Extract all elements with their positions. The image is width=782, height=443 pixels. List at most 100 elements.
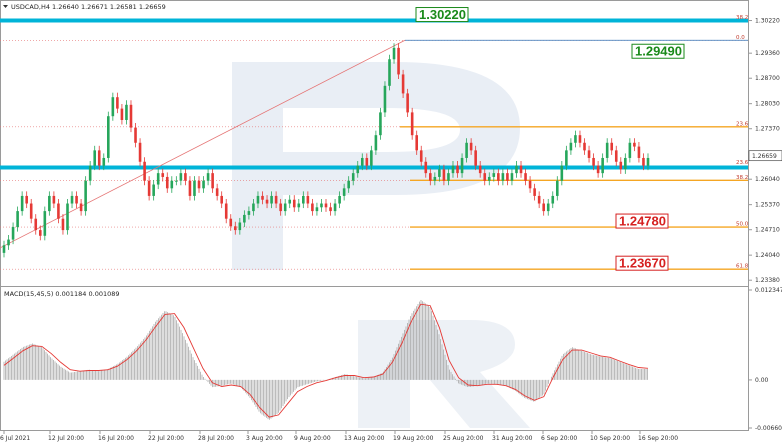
- candle-body: [256, 195, 260, 204]
- dropdown-triangle-icon[interactable]: [3, 5, 8, 8]
- candle-body: [93, 150, 97, 166]
- candle-body: [320, 203, 323, 208]
- price-tick-label: 1.27370: [755, 126, 780, 133]
- candle-body: [583, 142, 586, 151]
- time-tick-label: 16 Jul 20:00: [98, 435, 134, 442]
- candle-body: [315, 207, 319, 212]
- candle-body: [574, 135, 577, 143]
- candle-body: [528, 180, 532, 189]
- candle-body: [261, 195, 264, 200]
- candle-body: [52, 195, 56, 204]
- price-callout-label: 1.29490: [635, 44, 682, 59]
- candle-body: [48, 195, 51, 212]
- candle-body: [365, 157, 369, 166]
- candle-body: [601, 157, 604, 174]
- candle-body: [487, 176, 491, 181]
- candle-body: [370, 150, 373, 166]
- candle-body: [614, 150, 618, 162]
- candle-body: [379, 112, 382, 136]
- price-callout-label: 1.30220: [419, 7, 466, 22]
- candle-body: [197, 180, 201, 189]
- candle-body: [70, 195, 74, 204]
- candle-body: [243, 214, 246, 223]
- candle-body: [134, 127, 137, 143]
- candle-body: [283, 203, 287, 212]
- time-tick-label: 22 Jul 20:00: [148, 435, 184, 442]
- candle-body: [560, 165, 564, 181]
- candle-body: [206, 173, 210, 181]
- price-tick-label: 1.26040: [755, 176, 780, 183]
- candle-body: [347, 180, 350, 189]
- watermark-logo-lower: [358, 320, 530, 428]
- candle-body: [184, 173, 187, 181]
- candle-body: [406, 93, 409, 113]
- time-tick-label: 6 Jul 2021: [0, 435, 30, 442]
- candle-body: [596, 165, 600, 174]
- candle-body: [460, 157, 464, 174]
- candle-body: [565, 150, 568, 166]
- candle-body: [419, 150, 423, 162]
- candle-body: [152, 184, 155, 196]
- candle-body: [252, 203, 255, 212]
- candle-body: [156, 173, 160, 185]
- price-tick-label: 1.25370: [755, 202, 780, 209]
- candle-body: [388, 59, 391, 86]
- price-tick-label: 1.29360: [755, 50, 780, 57]
- price-callout-box: [631, 43, 685, 59]
- candle-body: [179, 173, 183, 181]
- price-tick-label: 1.30220: [755, 18, 780, 25]
- time-tick-label: 31 Aug 20:00: [492, 435, 533, 442]
- candle-body: [193, 180, 196, 196]
- price-tick-label: 1.28030: [755, 101, 780, 108]
- candle-body: [224, 203, 228, 219]
- candle-body: [138, 142, 142, 162]
- fibonacci-level-label: 38.2: [736, 175, 748, 181]
- candle-body: [469, 142, 473, 151]
- candle-body: [7, 239, 10, 246]
- candle-body: [342, 188, 346, 196]
- macd-header: MACD(15,45,5) 0.001184 0.001089: [4, 290, 120, 298]
- time-tick-label: 10 Sep 20:00: [590, 435, 630, 442]
- candle-body: [360, 157, 364, 166]
- candle-body: [20, 195, 24, 212]
- candle-body: [11, 227, 15, 240]
- candle-body: [451, 165, 455, 174]
- candle-body: [247, 211, 251, 215]
- candle-body: [38, 230, 42, 236]
- candle-body: [424, 161, 428, 174]
- candle-body: [202, 180, 205, 189]
- price-tick-label: 1.23380: [755, 277, 780, 284]
- candle-body: [624, 157, 627, 170]
- time-tick-label: 19 Aug 20:00: [393, 435, 434, 442]
- candle-body: [442, 169, 446, 181]
- candle-body: [401, 74, 405, 94]
- candle-body: [605, 142, 609, 158]
- candle-body: [75, 195, 78, 204]
- macd-signal-line: [3, 303, 649, 418]
- candle-body: [229, 218, 233, 227]
- candle-body: [311, 203, 314, 212]
- candle-body: [524, 173, 527, 181]
- time-tick-label: 16 Sep 20:00: [638, 435, 678, 442]
- candle-body: [497, 173, 500, 181]
- candle-body: [120, 108, 124, 120]
- time-tick-label: 13 Aug 20:00: [344, 435, 385, 442]
- fibonacci-level-label: 61.8: [736, 264, 749, 270]
- candle-body: [383, 85, 387, 113]
- candle-body: [542, 203, 545, 212]
- candle-body: [569, 142, 573, 151]
- fibonacci-level-label: 38.2: [736, 15, 748, 21]
- candle-body: [270, 195, 273, 204]
- time-tick-label: 28 Jul 20:00: [198, 435, 234, 442]
- candle-body: [510, 173, 514, 181]
- candle-body: [170, 180, 174, 189]
- candle-body: [175, 180, 178, 182]
- macd-tick-label: 0.012347: [755, 287, 782, 294]
- fibonacci-level-label: 23.6: [736, 160, 749, 166]
- candle-body: [637, 146, 641, 158]
- candle-body: [456, 165, 459, 174]
- time-tick-label: 12 Jul 20:00: [48, 435, 84, 442]
- candle-body: [478, 165, 482, 174]
- candle-body: [279, 203, 282, 212]
- fibonacci-level-label: 50.0: [736, 222, 749, 228]
